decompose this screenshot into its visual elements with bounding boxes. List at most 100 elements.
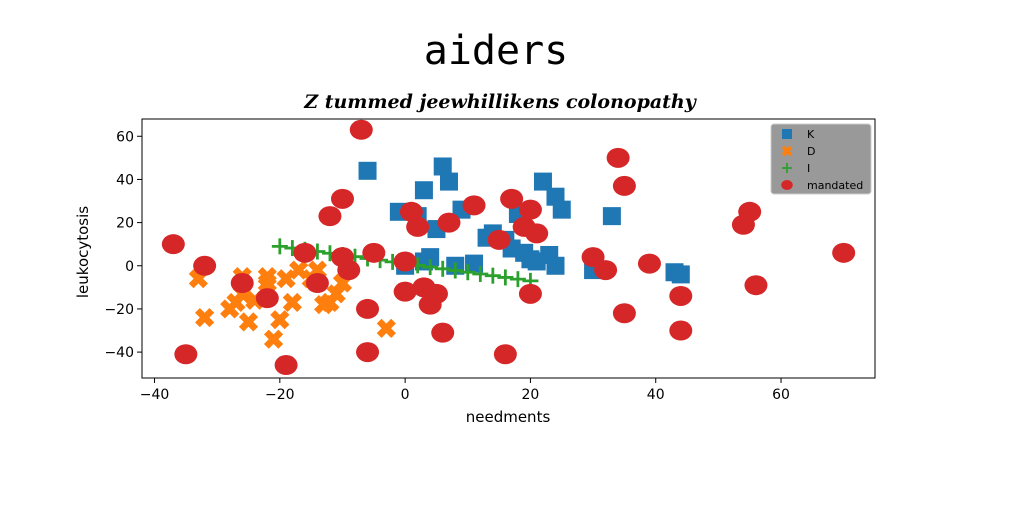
y-tick-label: 20 [116,216,134,232]
data-point [238,312,259,332]
data-point [305,273,329,294]
data-point [195,307,215,328]
data-point [255,288,279,309]
legend-box [770,123,872,195]
legend-item: I [782,162,810,175]
data-point [459,264,476,281]
data-point [356,298,380,319]
legend-label: K [807,128,815,141]
data-point [257,266,277,287]
x-tick-label: 40 [647,387,665,403]
y-tick-label: 40 [116,172,134,188]
y-tick-label: −20 [104,302,134,318]
data-point [424,283,448,304]
legend-label: mandated [807,179,863,192]
data-point [362,242,386,263]
x-tick-label: 20 [522,387,540,403]
data-point [439,172,458,191]
data-point [472,265,489,282]
data-point [330,188,354,209]
data-point [274,355,298,376]
data-point [270,310,290,330]
y-tick-label: 60 [116,129,134,145]
data-point [447,262,464,279]
x-tick-label: 0 [401,387,410,403]
data-point [637,253,661,274]
data-point [612,175,636,196]
data-point [393,251,417,272]
data-point [349,119,373,140]
x-axis-label: needments [466,408,551,426]
data-point [533,172,552,191]
data-point [263,329,284,349]
data-point [738,201,762,222]
data-point [487,229,511,250]
data-point [431,322,455,343]
legend-marker [782,163,792,173]
legend-item: K [782,128,815,141]
data-point [497,269,514,286]
series-3 [271,238,539,289]
legend-marker [781,145,793,157]
data-point [606,147,630,168]
data-point [293,242,317,263]
legend-marker [782,129,792,139]
data-point [669,320,693,341]
data-point [518,199,542,220]
data-point [230,273,254,294]
data-point [552,200,571,219]
data-point [271,238,288,255]
data-point [744,275,768,296]
data-point [612,303,636,324]
data-point [421,248,440,267]
legend-marker [781,180,793,190]
data-point [434,260,451,277]
data-point [437,212,461,233]
data-point [399,201,423,222]
data-point [282,292,302,313]
data-point [318,206,342,227]
data-point [174,344,198,365]
y-tick-label: −40 [104,345,134,361]
legend-item: D [781,145,815,158]
data-point [671,265,690,284]
data-point [669,285,693,306]
data-point [594,260,618,281]
data-point [602,207,621,226]
axis-ticks: −40 −20 0 20 40 60 −40 −20 0 20 40 60 [104,129,789,403]
data-point [414,181,433,200]
legend-label: D [807,145,815,158]
data-point [356,342,380,363]
data-point [509,271,526,288]
x-tick-label: 60 [772,387,790,403]
data-point [500,188,524,209]
series-4 [161,119,856,376]
data-point [406,216,430,237]
data-point [546,256,565,275]
data-point [832,242,856,263]
x-tick-label: −20 [265,387,295,403]
y-axis-label: leukocytosis [74,206,92,298]
data-point [433,157,452,176]
chart-title: Z tummed jeewhillikens colonopathy [303,91,698,113]
data-point [484,267,501,284]
chart-suptitle: aiders [424,28,569,74]
x-tick-label: −40 [140,387,170,403]
data-point [393,281,417,302]
data-point [376,318,396,338]
data-point [337,260,361,281]
data-point [193,255,217,276]
legend-item: mandated [781,179,863,192]
axes-frame [141,118,876,379]
data-point [422,259,439,276]
data-point [462,195,486,216]
y-tick-label: 0 [125,259,134,275]
legend-label: I [807,162,810,175]
data-point [518,283,542,304]
data-point [358,161,377,180]
data-point [493,344,517,365]
data-point [161,234,185,255]
data-point [465,254,484,273]
